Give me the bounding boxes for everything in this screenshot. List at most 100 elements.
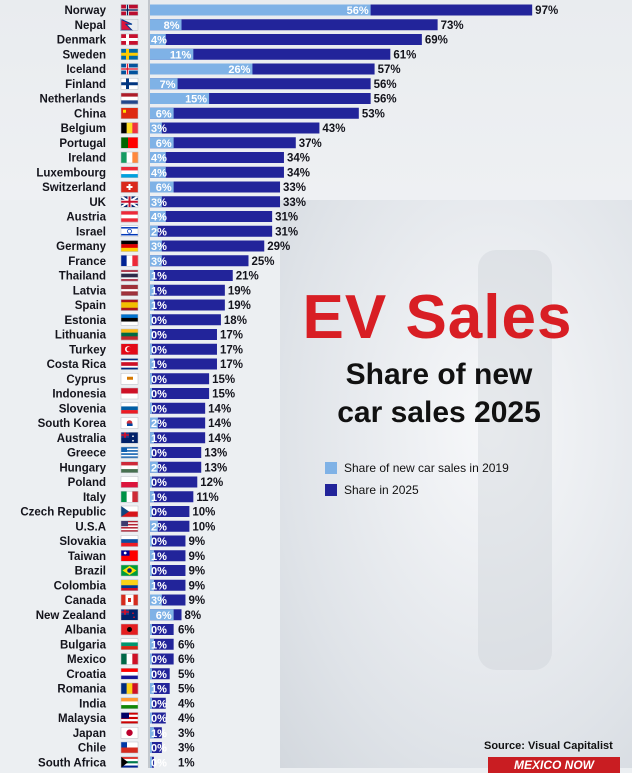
flag-part [121,406,138,411]
label-2019: 1% [151,728,167,740]
flag-part [121,9,138,11]
flag-border [120,697,139,709]
label-2019: 0% [151,566,167,578]
flag-border [120,137,139,149]
ch-flag-icon [120,181,139,193]
tw-flag-icon [120,550,139,562]
bar-2019 [150,137,174,149]
country-label: Ireland [68,153,106,165]
flag-part [121,469,138,473]
bar-2019 [150,756,152,768]
country-label: India [79,698,106,710]
label-2019: 2% [151,521,167,533]
country-row: Mexico 0% 6% [67,653,195,666]
flag-part [121,284,138,288]
bar-2025 [150,417,206,429]
country-row: Iceland 26% 57% [66,63,401,76]
country-label: Indonesia [52,389,106,401]
label-2025: 61% [393,49,416,61]
country-row: New Zealand 6% 8% [36,609,201,622]
country-label: Colombia [54,580,107,592]
lu-flag-icon [120,166,139,178]
flag-part [126,729,133,736]
country-label: Finland [65,79,106,91]
country-label: Mexico [67,654,106,666]
country-row: U.S.A 2% 10% [75,520,215,533]
subtitle-line-2: car sales 2025 [337,396,541,429]
country-row: Nepal 8% 73% [75,18,464,32]
country-row: Netherlands 15% 56% [40,92,397,106]
flag-border [120,564,139,577]
flag-part [121,317,138,322]
bar-2025 [150,107,359,119]
country-label: Estonia [64,315,106,327]
al-flag-icon [120,623,139,636]
flag-part [121,227,138,229]
label-2025: 4% [178,698,195,710]
flag-border [120,387,139,400]
bar-2025 [150,447,202,458]
bar-2019 [150,78,178,90]
country-label: Latvia [73,285,107,297]
flag-part [121,214,138,219]
flag-part [121,742,138,748]
flag-part [127,627,132,632]
country-label: Luxembourg [36,167,106,179]
bar-2025 [150,461,202,473]
fr-flag-icon [120,255,139,267]
flag-border [120,638,139,650]
flag-part [132,612,134,615]
country-label: Malaysia [58,713,107,725]
label-2025: 97% [535,5,558,17]
nl-flag-icon [120,92,139,105]
th-flag-icon [120,269,139,282]
country-row: Thailand 1% 21% [59,269,259,283]
label-2019: 0% [151,757,167,768]
bar-2025 [150,240,265,252]
flag-part [121,719,138,722]
country-row: Belgium 3% 43% [61,122,345,135]
be-flag-icon [120,122,139,134]
flag-part [121,247,138,252]
label-2019: 1% [151,285,167,297]
country-row: Lithuania 0% 17% [55,328,243,342]
subtitle-line-1: Share of new [345,358,533,391]
label-2019: 0% [151,315,167,327]
label-2025: 14% [208,433,231,445]
flag-part [121,38,138,41]
country-label: Denmark [57,35,107,47]
hu-flag-icon [120,461,139,473]
flag-part [121,714,138,718]
flag-part [121,388,138,394]
label-2025: 17% [220,330,243,342]
bar-2025 [150,196,281,208]
flag-part [126,491,133,503]
bar-2025 [150,594,186,606]
bar-2019 [150,63,253,75]
country-label: UK [89,197,106,209]
cz-flag-icon [120,505,139,518]
country-row: Denmark 4% 69% [57,33,448,47]
label-2025: 10% [192,521,215,533]
country-row: South Africa 0% 1% [38,756,195,768]
bar-2019 [150,476,152,488]
label-2019: 56% [347,5,369,17]
flag-border [120,727,139,739]
country-label: Australia [57,433,107,445]
bar-2019 [150,166,166,178]
country-label: South Korea [38,418,107,430]
flag-part [121,716,138,720]
flag-part [126,683,133,694]
country-row: Austria 4% 31% [66,210,298,224]
flag-part [128,598,131,602]
bar-2019 [150,299,154,311]
ee-flag-icon [120,314,139,326]
country-row: Slovenia 0% 14% [59,402,231,415]
flag-part [121,461,138,466]
flag-border [120,33,139,46]
flag-part [121,712,138,715]
label-2019: 1% [151,433,167,445]
bar-2019 [150,329,152,340]
bar-2025 [150,712,166,724]
country-row: Norway 56% 97% [64,4,558,17]
